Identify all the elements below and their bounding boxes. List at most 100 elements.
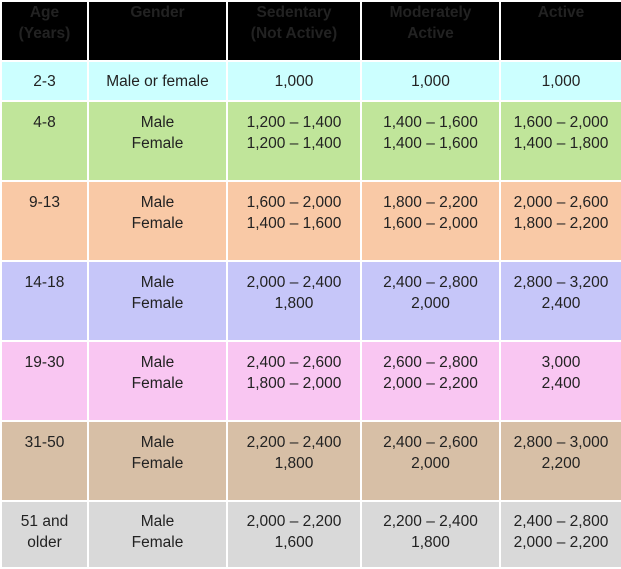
sedentary-female: 1,400 – 1,600: [246, 215, 342, 232]
table-row: 2-3 Male or female 1,000 1,000 1,000: [0, 60, 621, 102]
table-body: 2-3 Male or female 1,000 1,000 1,000 4-8…: [0, 60, 621, 569]
cell-moderate: 2,400 – 2,600 2,000: [360, 420, 501, 502]
gender-male: Male: [140, 274, 175, 291]
moderate-female: 2,000: [411, 295, 450, 312]
sedentary-male: 2,000 – 2,200: [246, 513, 342, 530]
cell-active: 2,400 – 2,800 2,000 – 2,200: [499, 500, 621, 569]
cell-sedentary: 1,200 – 1,400 1,200 – 1,400: [226, 100, 362, 182]
active-male: 2,800 – 3,200: [513, 274, 609, 291]
active-male: 2,400 – 2,800: [513, 513, 609, 530]
header-age-line1: Age: [29, 4, 60, 21]
cell-moderate: 2,200 – 2,400 1,800: [360, 500, 501, 569]
active-female: 2,400: [541, 295, 581, 312]
header-gender-line1: Gender: [130, 4, 185, 21]
cell-active: 2,800 – 3,200 2,400: [499, 260, 621, 342]
active-female: 2,000 – 2,200: [513, 534, 609, 551]
table-row: 14-18 Male Female 2,000 – 2,400 1,800 2,…: [0, 260, 621, 342]
header-moderate-line1: Moderately: [389, 4, 472, 21]
gender-female: Female: [131, 135, 184, 152]
cell-gender: Male Female: [87, 340, 228, 422]
sedentary-female: 1,200 – 1,400: [246, 135, 342, 152]
cell-moderate: 1,000: [360, 60, 501, 102]
cell-gender: Male Female: [87, 180, 228, 262]
age-value: 4-8: [33, 114, 56, 131]
moderate-male: 1,800 – 2,200: [383, 194, 478, 211]
moderate-female: 1,600 – 2,000: [383, 215, 478, 232]
cell-sedentary: 2,000 – 2,400 1,800: [226, 260, 362, 342]
cell-active: 1,000: [499, 60, 621, 102]
cell-sedentary: 2,200 – 2,400 1,800: [226, 420, 362, 502]
active-female: 2,400: [541, 375, 581, 392]
age-value: 2-3: [33, 72, 56, 90]
gender-female: Female: [131, 215, 184, 232]
cell-sedentary: 2,400 – 2,600 1,800 – 2,000: [226, 340, 362, 422]
cell-age: 9-13: [0, 180, 89, 262]
table-row: 31-50 Male Female 2,200 – 2,400 1,800 2,…: [0, 420, 621, 502]
age-value: 31-50: [24, 434, 65, 451]
active-male: 3,000: [541, 354, 581, 371]
age-value: 14-18: [24, 274, 65, 291]
gender-male: Male: [140, 434, 175, 451]
cell-active: 1,600 – 2,000 1,400 – 1,800: [499, 100, 621, 182]
age-value: 9-13: [28, 194, 61, 211]
gender-male: Male: [140, 513, 175, 530]
active-male: 2,000 – 2,600: [513, 194, 609, 211]
gender-male: Male: [140, 114, 175, 131]
moderate-male: 2,400 – 2,600: [383, 434, 478, 451]
cell-active: 2,800 – 3,000 2,200: [499, 420, 621, 502]
header-moderately-active: Moderately Active: [360, 0, 501, 62]
gender-female: Female: [131, 455, 184, 472]
table-row: 19-30 Male Female 2,400 – 2,600 1,800 – …: [0, 340, 621, 422]
table-row: 51 and older Male Female 2,000 – 2,200 1…: [0, 500, 621, 569]
gender-male: Male: [140, 194, 175, 211]
cell-active: 2,000 – 2,600 1,800 – 2,200: [499, 180, 621, 262]
cell-sedentary: 1,600 – 2,000 1,400 – 1,600: [226, 180, 362, 262]
sedentary-male: 2,200 – 2,400: [246, 434, 342, 451]
header-age: Age (Years): [0, 0, 89, 62]
moderate-female: 2,000 – 2,200: [383, 375, 478, 392]
moderate-female: 1,400 – 1,600: [383, 135, 478, 152]
header-row: Age (Years) Gender Sedentary (Not Active…: [0, 0, 621, 62]
cell-sedentary: 1,000: [226, 60, 362, 102]
cell-age: 31-50: [0, 420, 89, 502]
moderate-female: 2,000: [411, 455, 450, 472]
sedentary-male: 1,600 – 2,000: [246, 194, 342, 211]
gender-male: Male: [140, 354, 175, 371]
header-age-line2: (Years): [18, 25, 71, 42]
cell-age: 19-30: [0, 340, 89, 422]
gender-female: Female: [131, 375, 184, 392]
cell-sedentary: 2,000 – 2,200 1,600: [226, 500, 362, 569]
sedentary-female: 1,600: [274, 534, 314, 551]
table-header: Age (Years) Gender Sedentary (Not Active…: [0, 0, 621, 62]
sedentary-male: 1,200 – 1,400: [246, 114, 342, 131]
header-active-line1: Active: [537, 4, 585, 21]
moderate-value: 1,000: [411, 72, 450, 90]
header-sedentary: Sedentary (Not Active): [226, 0, 362, 62]
cell-age: 2-3: [0, 60, 89, 102]
age-value-line1: 51 and: [20, 513, 69, 530]
header-moderate-line2: Active: [407, 25, 454, 42]
cell-moderate: 1,400 – 1,600 1,400 – 1,600: [360, 100, 501, 182]
gender-female: Female: [131, 534, 184, 551]
moderate-male: 2,200 – 2,400: [383, 513, 478, 530]
cell-age: 14-18: [0, 260, 89, 342]
cell-gender: Male Female: [87, 260, 228, 342]
gender-value: Male or female: [106, 72, 209, 90]
cell-age: 4-8: [0, 100, 89, 182]
sedentary-male: 2,000 – 2,400: [246, 274, 342, 291]
age-value: 19-30: [24, 354, 65, 371]
active-female: 2,200: [541, 455, 581, 472]
active-female: 1,800 – 2,200: [513, 215, 609, 232]
moderate-male: 2,400 – 2,800: [383, 274, 478, 291]
table-row: 4-8 Male Female 1,200 – 1,400 1,200 – 1,…: [0, 100, 621, 182]
moderate-male: 2,600 – 2,800: [383, 354, 478, 371]
sedentary-value: 1,000: [274, 72, 314, 90]
cell-moderate: 1,800 – 2,200 1,600 – 2,000: [360, 180, 501, 262]
table-row: 9-13 Male Female 1,600 – 2,000 1,400 – 1…: [0, 180, 621, 262]
sedentary-female: 1,800 – 2,000: [246, 375, 342, 392]
moderate-female: 1,800: [411, 534, 450, 551]
active-value: 1,000: [541, 72, 581, 90]
cell-moderate: 2,600 – 2,800 2,000 – 2,200: [360, 340, 501, 422]
cell-gender: Male Female: [87, 500, 228, 569]
active-male: 1,600 – 2,000: [513, 114, 609, 131]
